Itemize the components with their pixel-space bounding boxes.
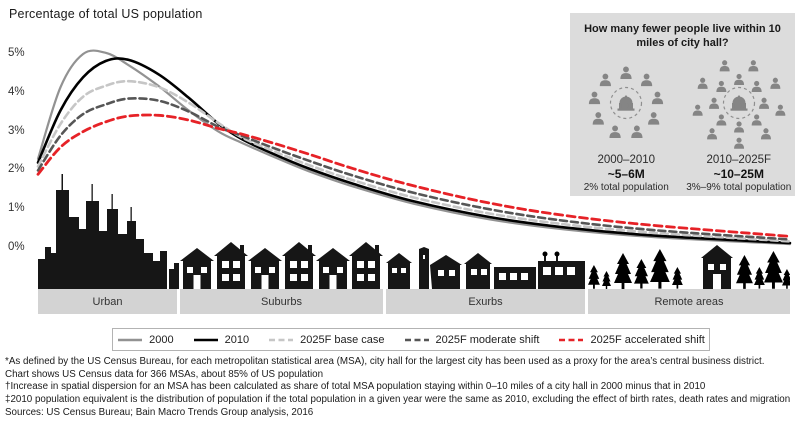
legend-item-2000: 2000 [117,334,174,346]
callout-period: 2010–2025F [706,154,772,166]
callout-group-2000-2010: 2000–2010 ~5–6M 2% total population [572,57,680,193]
legend-item-base-case: 2025F base case [268,334,385,346]
footnote-line: ‡2010 population equivalent is the distr… [5,394,791,406]
suburb-houses-silhouette [180,242,383,289]
footnote-line: Chart shows US Census data for 366 MSAs,… [5,368,324,380]
footnote-line: †Increase in spatial dispersion for an M… [5,381,706,393]
y-axis-label-0: 0% [8,241,25,253]
y-axis-label-4: 4% [8,86,25,98]
dashed-line-sample-icon [404,338,429,341]
line-sample-icon [118,338,143,341]
legend-item-accelerated-shift: 2025F accelerated shift [558,334,705,346]
dashed-line-sample-icon [269,338,294,341]
callout-period: 2000–2010 [597,154,656,166]
callout-title: How many fewer people live within 10 mil… [584,23,781,50]
dashed-line-sample-icon [559,338,584,341]
city-hall-callout-box: How many fewer people live within 10 mil… [570,13,795,196]
exurb-houses-silhouette [386,247,585,289]
legend-item-moderate-shift: 2025F moderate shift [404,334,539,346]
category-exurbs: Exurbs [386,289,585,314]
footnote-line: Sources: US Census Bureau; Bain Macro Tr… [5,406,314,418]
y-axis-label-2: 2% [8,163,25,175]
line-sample-icon [193,338,218,341]
callout-amount: ~5–6M [607,167,645,181]
footnote-line: *As defined by the US Census Bureau, for… [5,356,765,367]
remote-area-trees-silhouette [588,245,790,289]
category-suburbs: Suburbs [180,289,383,314]
callout-share: 3%–9% total population [686,182,792,193]
legend-item-2010: 2010 [193,334,249,346]
callout-share: 2% total population [583,182,669,193]
footnotes: *As defined by the US Census Bureau, for… [5,356,797,420]
category-urban: Urban [38,289,177,314]
callout-amount: ~10–25M [713,167,764,181]
people-around-city-hall-icon [692,60,786,149]
y-axis-label-3: 3% [8,125,25,137]
callout-group-2010-2025: 2010–2025F ~10–25M 3%–9% total populatio… [685,57,793,193]
urban-skyline-silhouette [38,174,179,289]
chart-title: Percentage of total US population [9,7,203,21]
y-axis-label-1: 1% [8,202,25,214]
category-remote-areas: Remote areas [588,289,790,314]
people-around-city-hall-icon [589,66,664,139]
legend: 2000 2010 2025F base case 2025F moderate… [112,328,710,351]
y-axis-label-5: 5% [8,47,25,59]
